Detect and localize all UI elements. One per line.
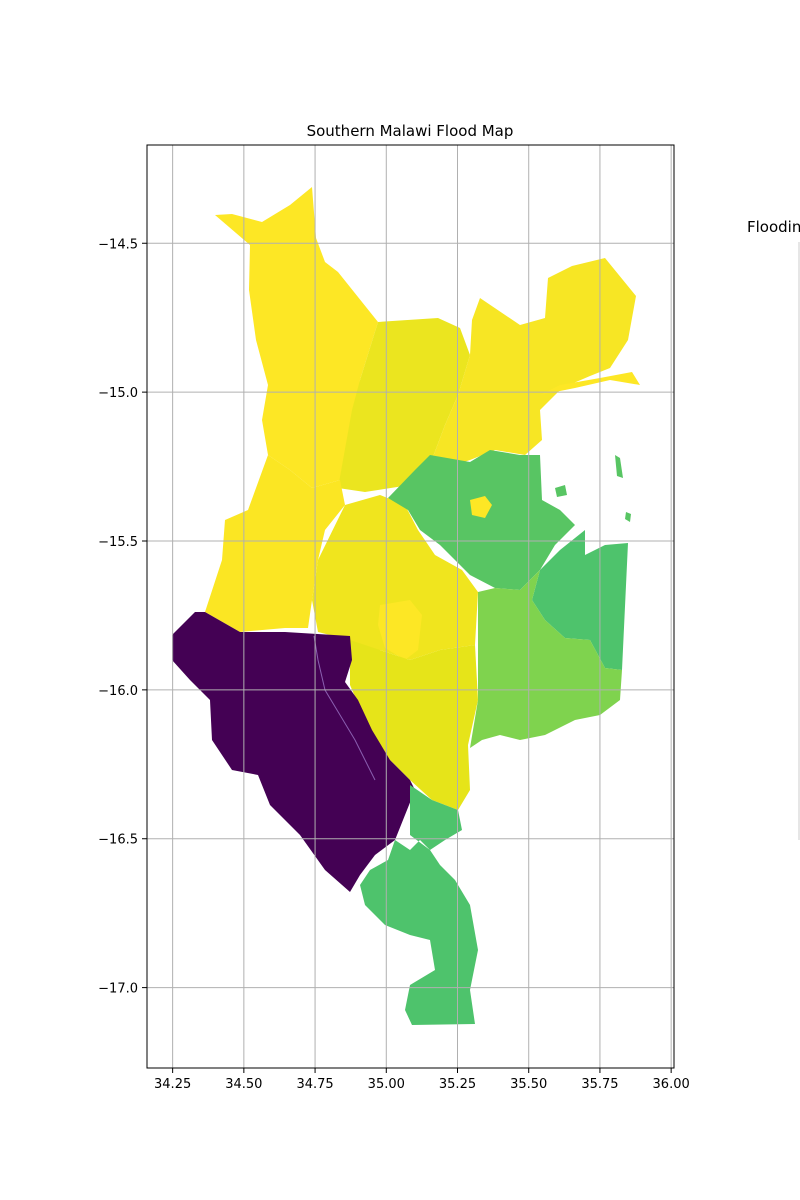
lake-chilwa-patch <box>470 496 492 518</box>
district-ntcheu <box>215 187 378 488</box>
y-tick-label: −16.5 <box>98 833 138 848</box>
y-tick-label: −15.0 <box>98 386 138 401</box>
district-neno <box>205 455 345 632</box>
district-mulanje <box>470 570 622 748</box>
lake-fragment-2 <box>615 455 623 478</box>
legend-title: Flooding <box>747 218 800 236</box>
x-tick-label: 35.25 <box>439 1077 476 1092</box>
shire-river-line <box>313 635 376 781</box>
x-tick-label: 34.75 <box>296 1077 333 1092</box>
district-phalombe <box>532 530 628 670</box>
district-zomba-west <box>312 495 478 688</box>
grid-lines <box>147 145 674 1068</box>
district-nsanje <box>360 785 478 1025</box>
district-blantyre <box>350 640 478 810</box>
map-title: Southern Malawi Flood Map <box>307 122 514 140</box>
lake-fragment-4 <box>540 372 640 395</box>
lake-fragment-3 <box>625 512 631 522</box>
x-tick-label: 35.75 <box>581 1077 618 1092</box>
y-tick-label: −15.5 <box>98 535 138 550</box>
x-tick-label: 34.50 <box>225 1077 262 1092</box>
x-tick-label: 34.25 <box>154 1077 191 1092</box>
x-tick-label: 36.00 <box>653 1077 690 1092</box>
y-tick-label: −16.0 <box>98 684 138 699</box>
y-axis-ticks: −14.5 −15.0 −15.5 −16.0 −16.5 −17.0 <box>98 237 147 997</box>
lake-fragment-1 <box>555 485 567 497</box>
district-balaka <box>338 318 470 492</box>
district-mangochi <box>428 258 636 470</box>
district-zomba-city <box>378 600 422 660</box>
district-chikwawa <box>172 612 415 892</box>
axes-frame <box>146 144 675 1069</box>
x-axis-ticks: 34.25 34.50 34.75 35.00 35.25 35.50 35.75 36.00 <box>154 1068 690 1092</box>
y-tick-label: −17.0 <box>98 982 138 997</box>
x-tick-label: 35.00 <box>368 1077 405 1092</box>
y-tick-label: −14.5 <box>98 237 138 252</box>
x-tick-label: 35.50 <box>510 1077 547 1092</box>
